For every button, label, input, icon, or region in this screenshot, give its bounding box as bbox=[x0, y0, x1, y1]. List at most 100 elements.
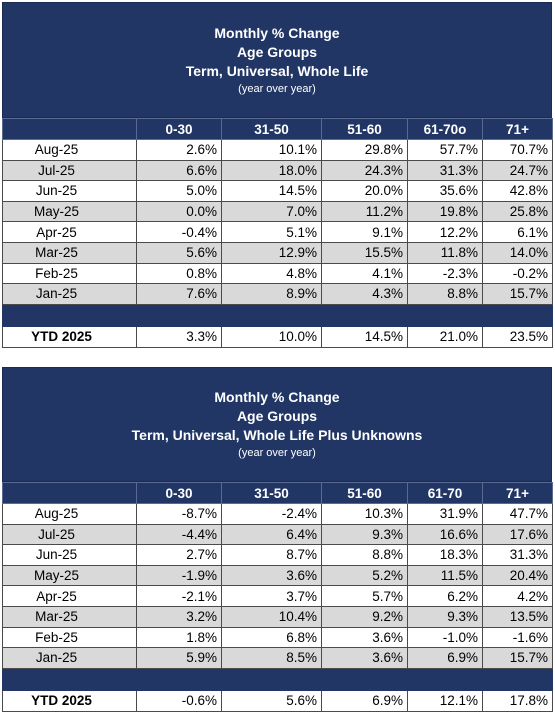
table-cell: 4.1% bbox=[321, 262, 408, 285]
column-header: 0-30 bbox=[136, 118, 222, 140]
row-label: May-25 bbox=[2, 564, 137, 587]
spacer-row bbox=[2, 303, 553, 327]
table-cell: 14.0% bbox=[482, 241, 553, 264]
table-cell: -0.4% bbox=[136, 221, 222, 243]
ytd-cell: 17.8% bbox=[482, 689, 553, 712]
table-cell: -4.4% bbox=[136, 523, 222, 546]
table-cell: 16.6% bbox=[407, 523, 483, 546]
table-cell: 10.1% bbox=[221, 139, 322, 161]
table-cell: 9.3% bbox=[407, 605, 483, 628]
spacer-cell bbox=[2, 667, 137, 691]
table-cell: 9.2% bbox=[321, 605, 408, 628]
row-label: Feb-25 bbox=[2, 626, 137, 649]
table-cell: 17.6% bbox=[482, 523, 553, 546]
table-cell: 35.6% bbox=[407, 180, 483, 202]
table-cell: 9.3% bbox=[321, 523, 408, 546]
table-title-line: Term, Universal, Whole Life bbox=[185, 63, 369, 79]
ytd-cell: 3.3% bbox=[136, 325, 222, 348]
table-row: Jan-25 5.9% 8.5% 3.6% 6.9% 15.7% bbox=[2, 647, 553, 669]
table-cell: 8.8% bbox=[407, 283, 483, 305]
table-cell: 8.7% bbox=[221, 544, 322, 566]
row-label: Apr-25 bbox=[2, 585, 137, 607]
table-cell: 5.1% bbox=[221, 221, 322, 243]
spacer-cell bbox=[482, 303, 553, 327]
table-title-line: Monthly % Change bbox=[214, 389, 340, 405]
table-row: Jun-25 2.7% 8.7% 8.8% 18.3% 31.3% bbox=[2, 544, 553, 566]
table-cell: 11.5% bbox=[407, 564, 483, 587]
table-block-plus-unknowns: Monthly % Change Age Groups Term, Univer… bbox=[2, 367, 553, 712]
table-row: Mar-25 3.2% 10.4% 9.2% 9.3% 13.5% bbox=[2, 605, 553, 628]
table-row: Apr-25 -2.1% 3.7% 5.7% 6.2% 4.2% bbox=[2, 585, 553, 607]
table-header-banner: Monthly % Change Age Groups Term, Univer… bbox=[2, 367, 552, 482]
ytd-cell: 21.0% bbox=[407, 325, 483, 348]
table-cell: -2.1% bbox=[136, 585, 222, 607]
table-cell: 6.4% bbox=[221, 523, 322, 546]
ytd-cell: 12.1% bbox=[407, 689, 483, 712]
column-header: 71+ bbox=[482, 118, 553, 140]
table-cell: 6.2% bbox=[407, 585, 483, 607]
table-cell: -8.7% bbox=[136, 503, 222, 525]
column-header bbox=[2, 118, 137, 140]
table-cell: 42.8% bbox=[482, 180, 553, 202]
table-cell: 24.3% bbox=[321, 159, 408, 182]
column-header: 31-50 bbox=[221, 118, 322, 140]
table-cell: 31.3% bbox=[482, 544, 553, 566]
ytd-row: YTD 2025 3.3% 10.0% 14.5% 21.0% 23.5% bbox=[2, 325, 553, 348]
table-cell: 3.6% bbox=[321, 626, 408, 649]
table-row: Jul-25 -4.4% 6.4% 9.3% 16.6% 17.6% bbox=[2, 523, 553, 546]
table-cell: 11.2% bbox=[321, 200, 408, 223]
table-cell: 8.5% bbox=[221, 647, 322, 669]
ytd-label: YTD 2025 bbox=[2, 325, 137, 348]
row-label: Jun-25 bbox=[2, 544, 137, 566]
spacer-cell bbox=[407, 303, 483, 327]
row-label: Mar-25 bbox=[2, 241, 137, 264]
table-cell: 0.8% bbox=[136, 262, 222, 285]
spacer-cell bbox=[136, 303, 222, 327]
column-header: 61-70o bbox=[407, 118, 483, 140]
ytd-label: YTD 2025 bbox=[2, 689, 137, 712]
table-cell: 18.3% bbox=[407, 544, 483, 566]
row-label: Aug-25 bbox=[2, 139, 137, 161]
table-title-line: Age Groups bbox=[236, 44, 318, 60]
table-cell: 24.7% bbox=[482, 159, 553, 182]
table-cell: 19.8% bbox=[407, 200, 483, 223]
table-title-line: Age Groups bbox=[236, 408, 318, 424]
table-cell: 7.0% bbox=[221, 200, 322, 223]
table-cell: 25.8% bbox=[482, 200, 553, 223]
table-cell: 29.8% bbox=[321, 139, 408, 161]
table-cell: 10.3% bbox=[321, 503, 408, 525]
table-cell: 5.7% bbox=[321, 585, 408, 607]
table-row: Jul-25 6.6% 18.0% 24.3% 31.3% 24.7% bbox=[2, 159, 553, 182]
table-cell: 13.5% bbox=[482, 605, 553, 628]
spacer-cell bbox=[136, 667, 222, 691]
table-row: Feb-25 0.8% 4.8% 4.1% -2.3% -0.2% bbox=[2, 262, 553, 285]
table-cell: 7.6% bbox=[136, 283, 222, 305]
table-cell: 10.4% bbox=[221, 605, 322, 628]
table-cell: 15.5% bbox=[321, 241, 408, 264]
table-row: Feb-25 1.8% 6.8% 3.6% -1.0% -1.6% bbox=[2, 626, 553, 649]
column-header: 31-50 bbox=[221, 482, 322, 504]
table-cell: 12.2% bbox=[407, 221, 483, 243]
ytd-cell: 5.6% bbox=[221, 689, 322, 712]
table-row: May-25 0.0% 7.0% 11.2% 19.8% 25.8% bbox=[2, 200, 553, 223]
table-cell: 18.0% bbox=[221, 159, 322, 182]
table-cell: 14.5% bbox=[221, 180, 322, 202]
table-subtitle: (year over year) bbox=[238, 83, 316, 95]
table-cell: -2.3% bbox=[407, 262, 483, 285]
ytd-cell: -0.6% bbox=[136, 689, 222, 712]
table-cell: 3.6% bbox=[321, 647, 408, 669]
spacer-cell bbox=[407, 667, 483, 691]
spacer-cell bbox=[321, 667, 408, 691]
table-cell: 4.2% bbox=[482, 585, 553, 607]
column-header bbox=[2, 482, 137, 504]
table-cell: 20.0% bbox=[321, 180, 408, 202]
ytd-row: YTD 2025 -0.6% 5.6% 6.9% 12.1% 17.8% bbox=[2, 689, 553, 712]
table-title-line: Monthly % Change bbox=[214, 25, 340, 41]
table-row: May-25 -1.9% 3.6% 5.2% 11.5% 20.4% bbox=[2, 564, 553, 587]
table-cell: 20.4% bbox=[482, 564, 553, 587]
column-header-row: 0-30 31-50 51-60 61-70 71+ bbox=[2, 482, 553, 504]
table-cell: 2.7% bbox=[136, 544, 222, 566]
row-label: Feb-25 bbox=[2, 262, 137, 285]
table-cell: 0.0% bbox=[136, 200, 222, 223]
table-cell: 57.7% bbox=[407, 139, 483, 161]
